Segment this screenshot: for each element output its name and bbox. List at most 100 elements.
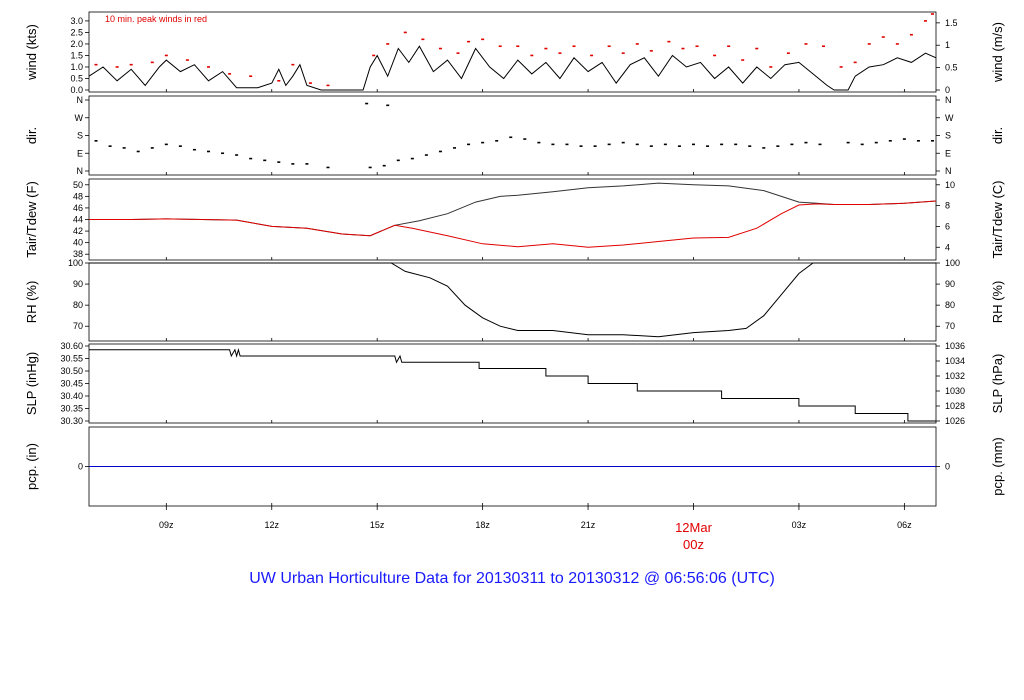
series-line-slp [89,347,936,422]
left-tick-label: 70 [73,321,83,331]
left-tick-label: 30.60 [60,341,83,351]
left-tick-label: 0 [78,462,83,472]
data-point-wind [291,63,295,66]
data-point-dir [902,138,906,140]
data-point-wind [421,38,425,41]
data-point-wind [185,59,189,61]
left-axis-label: Tair/Tdew (F) [24,181,39,258]
panel-frame [88,11,937,93]
data-point-dir [607,143,611,146]
data-point-dir [206,150,210,153]
panel-pcp: 0 0 pcp. (in) pcp. (mm) [24,426,1005,507]
left-tick-label: E [77,148,83,158]
data-point-dir [438,150,442,153]
data-point-dir [122,147,126,149]
data-point-dir [509,136,513,139]
series-line-wind [88,45,937,91]
data-point-dir [635,143,639,146]
data-point-dir [888,140,892,142]
left-tick-label: N [77,166,84,176]
data-point-wind [150,61,154,64]
data-point-wind [590,54,594,57]
data-point-dir [663,143,667,146]
right-axis-label: Tair/Tdew (C) [990,180,1005,258]
data-point-dir [396,159,400,162]
data-point-dir [365,102,369,105]
left-axis-label: wind (kts) [24,24,39,81]
data-point-dir [790,143,794,146]
data-point-wind [786,52,790,54]
data-point-dir [410,157,414,160]
left-tick-label: 1.5 [70,50,83,60]
data-point-dir [649,145,653,147]
data-point-wind [853,61,857,64]
data-point-dir [762,147,766,149]
data-point-dir [860,143,864,146]
data-point-dir [453,147,457,149]
right-tick-label: 1034 [945,356,965,366]
data-point-wind [530,54,534,57]
data-point-dir [94,140,98,142]
data-point-wind [923,20,927,22]
right-tick-label: 70 [945,321,955,331]
data-point-wind [206,66,210,68]
data-point-wind [621,52,625,54]
data-point-wind [695,45,699,48]
data-point-wind [467,40,471,43]
data-point-dir [846,141,850,144]
data-point-wind [909,33,913,36]
left-tick-label: W [75,113,84,123]
left-tick-label: S [77,131,83,141]
right-axis-label: RH (%) [990,281,1005,324]
data-point-dir [326,166,330,169]
data-point-wind [456,52,460,54]
right-tick-label: 100 [945,258,960,268]
right-tick-label: 1030 [945,386,965,396]
left-tick-label: 46 [73,203,83,213]
left-axis-label: pcp. (in) [24,443,39,490]
data-point-dir [565,143,569,146]
x-tick-label: 21z [581,520,596,530]
data-point-dir [916,140,920,142]
data-point-dir [235,154,239,156]
data-point-dir [874,141,878,144]
x-tick-label: 06z [897,520,912,530]
data-point-dir [776,145,780,147]
left-tick-label: 3.0 [70,16,83,26]
data-point-dir [537,141,541,144]
data-point-wind [741,59,745,61]
x-tick-label: 00z [683,537,704,552]
series-line-temp-tair [89,182,937,237]
data-point-wind [930,13,934,15]
data-point-wind [681,47,685,50]
data-point-dir [691,143,695,146]
left-tick-label: 1.0 [70,62,83,72]
right-axis-label: SLP (hPa) [990,354,1005,414]
left-tick-label: 40 [73,238,83,248]
data-point-wind [544,47,548,50]
data-point-wind [115,66,119,68]
data-point-wind [438,47,442,50]
data-point-wind [164,54,168,57]
data-point-dir [734,143,738,146]
panel-frame [88,262,937,342]
right-tick-label: 1.5 [945,18,958,28]
data-point-dir [551,143,555,146]
data-point-dir [706,145,710,147]
right-tick-label: S [945,131,951,141]
data-point-wind [249,75,253,77]
left-tick-label: 30.45 [60,379,83,389]
data-point-wind [516,45,520,48]
right-tick-label: 4 [945,242,950,252]
x-tick-label: 15z [370,520,385,530]
data-point-wind [649,50,653,52]
data-point-wind [572,45,576,48]
left-tick-label: 30.40 [60,391,83,401]
right-tick-label: E [945,148,951,158]
right-tick-label: 8 [945,201,950,211]
data-point-wind [228,73,232,75]
